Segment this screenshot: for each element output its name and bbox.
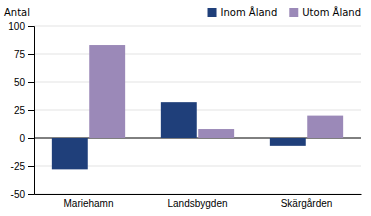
tick: 100 [8,21,34,32]
tick-label: 100 [8,21,25,32]
y-axis-label: Antal [4,7,30,18]
axis-line [35,194,362,195]
tick: Skärgården [281,194,333,209]
bar [270,138,306,146]
grid [34,26,361,194]
chart: -50 -25 0 25 50 75 100 Mariehamn Landsbygden Skär… [0,0,371,216]
tick-label: 50 [14,77,26,88]
bar [198,129,234,138]
tick-mark [28,26,34,27]
x-axis: Mariehamn Landsbygden Skärgården [35,194,362,209]
tick-mark [28,138,34,139]
y-axis: -50 -25 0 25 50 75 100 [8,21,34,200]
tick: 75 [14,49,34,60]
legend-swatch [289,8,298,17]
tick-mark [28,54,34,55]
tick: 0 [19,133,34,144]
tick: Landsbygden [167,194,227,209]
tick-label: 25 [14,105,26,116]
grid-line [34,26,361,27]
grid-line [34,194,361,195]
legend: Inom Åland Utom Åland [208,6,361,18]
tick-label: Skärgården [281,198,333,209]
grid-line [34,110,361,111]
tick-label: -25 [11,161,26,172]
bars [52,45,343,169]
tick-mark [28,110,34,111]
grid-line [34,54,361,55]
grid-line [34,82,361,83]
tick: -50 [11,189,34,200]
tick-mark [28,194,34,195]
series [89,45,343,138]
bar [52,138,88,169]
tick: 25 [14,105,34,116]
tick-label: -50 [11,189,26,200]
legend-label: Inom Åland [221,6,278,18]
tick: 50 [14,77,34,88]
legend-item: Utom Åland [289,6,361,18]
tick-mark [28,82,34,83]
bar [89,45,125,138]
axis-line [28,27,35,195]
legend-label: Utom Åland [302,6,361,18]
tick: -25 [11,161,34,172]
tick-mark [28,166,34,167]
bar [307,116,343,138]
tick-label: Landsbygden [167,198,227,209]
plot: -50 -25 0 25 50 75 100 Mariehamn Landsbygden Skär… [8,21,361,209]
tick-label: Mariehamn [63,198,113,209]
legend-item: Inom Åland [208,6,278,18]
bar [161,102,197,138]
tick-label: 75 [14,49,26,60]
legend-swatch [208,8,217,17]
tick: Mariehamn [63,194,113,209]
tick-label: 0 [19,133,25,144]
